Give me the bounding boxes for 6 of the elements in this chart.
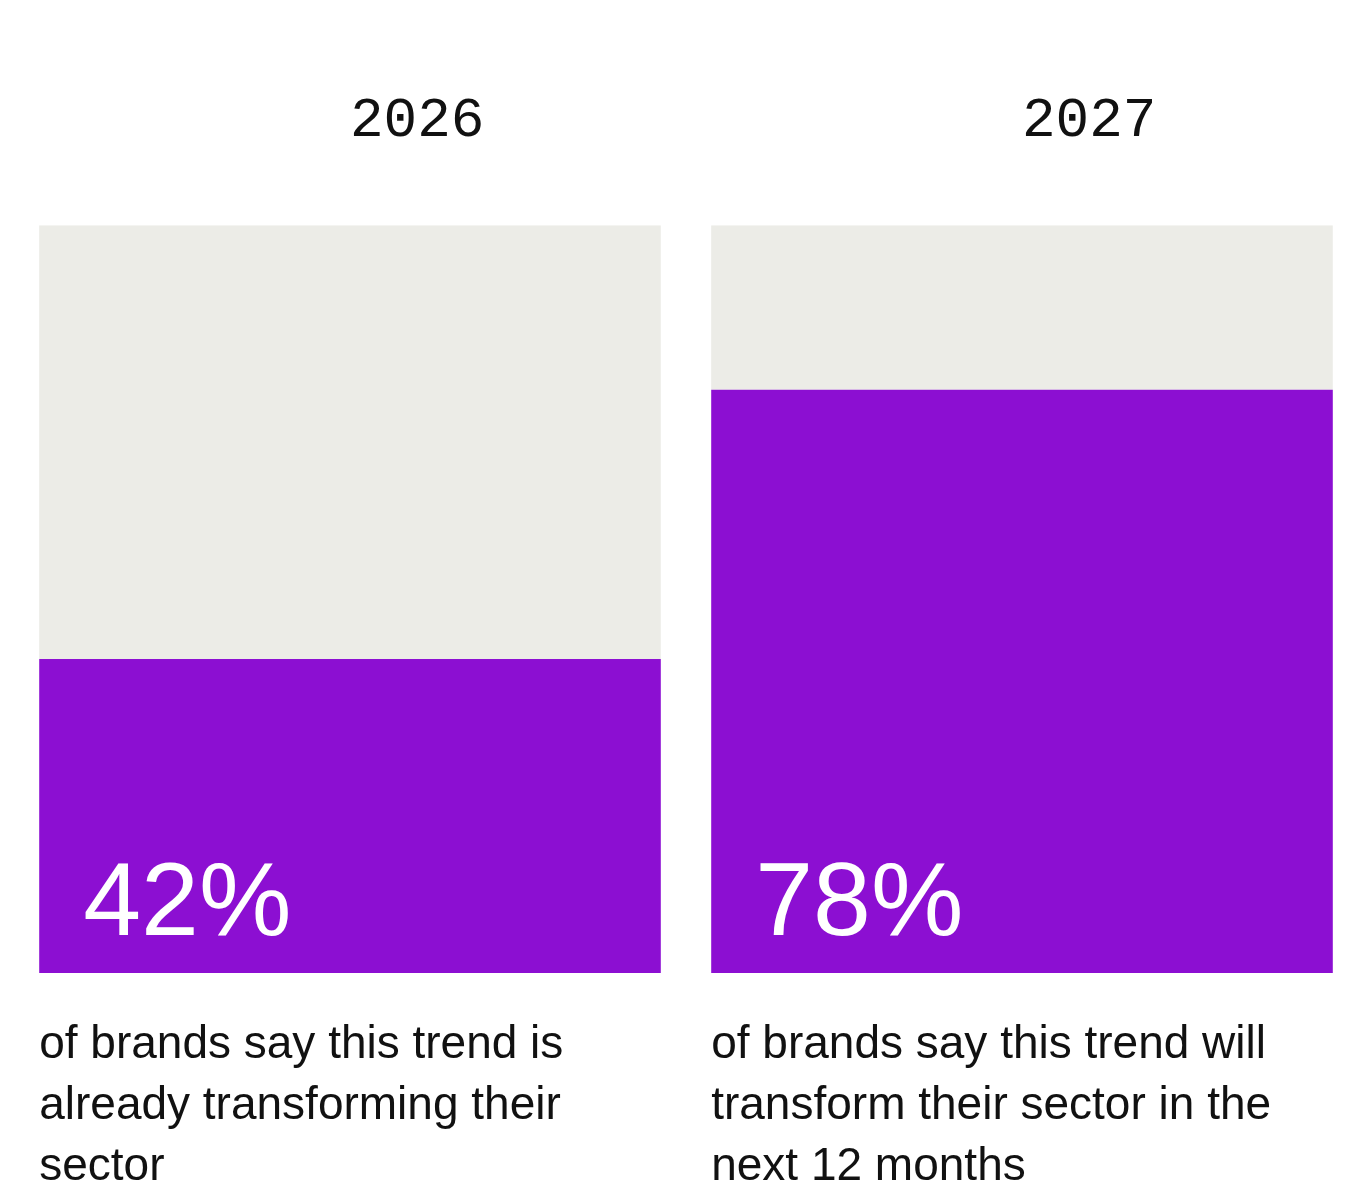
text: of brands say this trend is already transforming their sector xyxy=(39,1015,565,1192)
text: of brands say this trend will transform their sector in the next 12 months xyxy=(711,1015,1273,1192)
data-label: 78% xyxy=(755,841,964,957)
data-label: 42% xyxy=(83,841,292,957)
x-tick-label: 2026 xyxy=(350,89,485,154)
x-tick-label: 2027 xyxy=(1022,89,1157,154)
